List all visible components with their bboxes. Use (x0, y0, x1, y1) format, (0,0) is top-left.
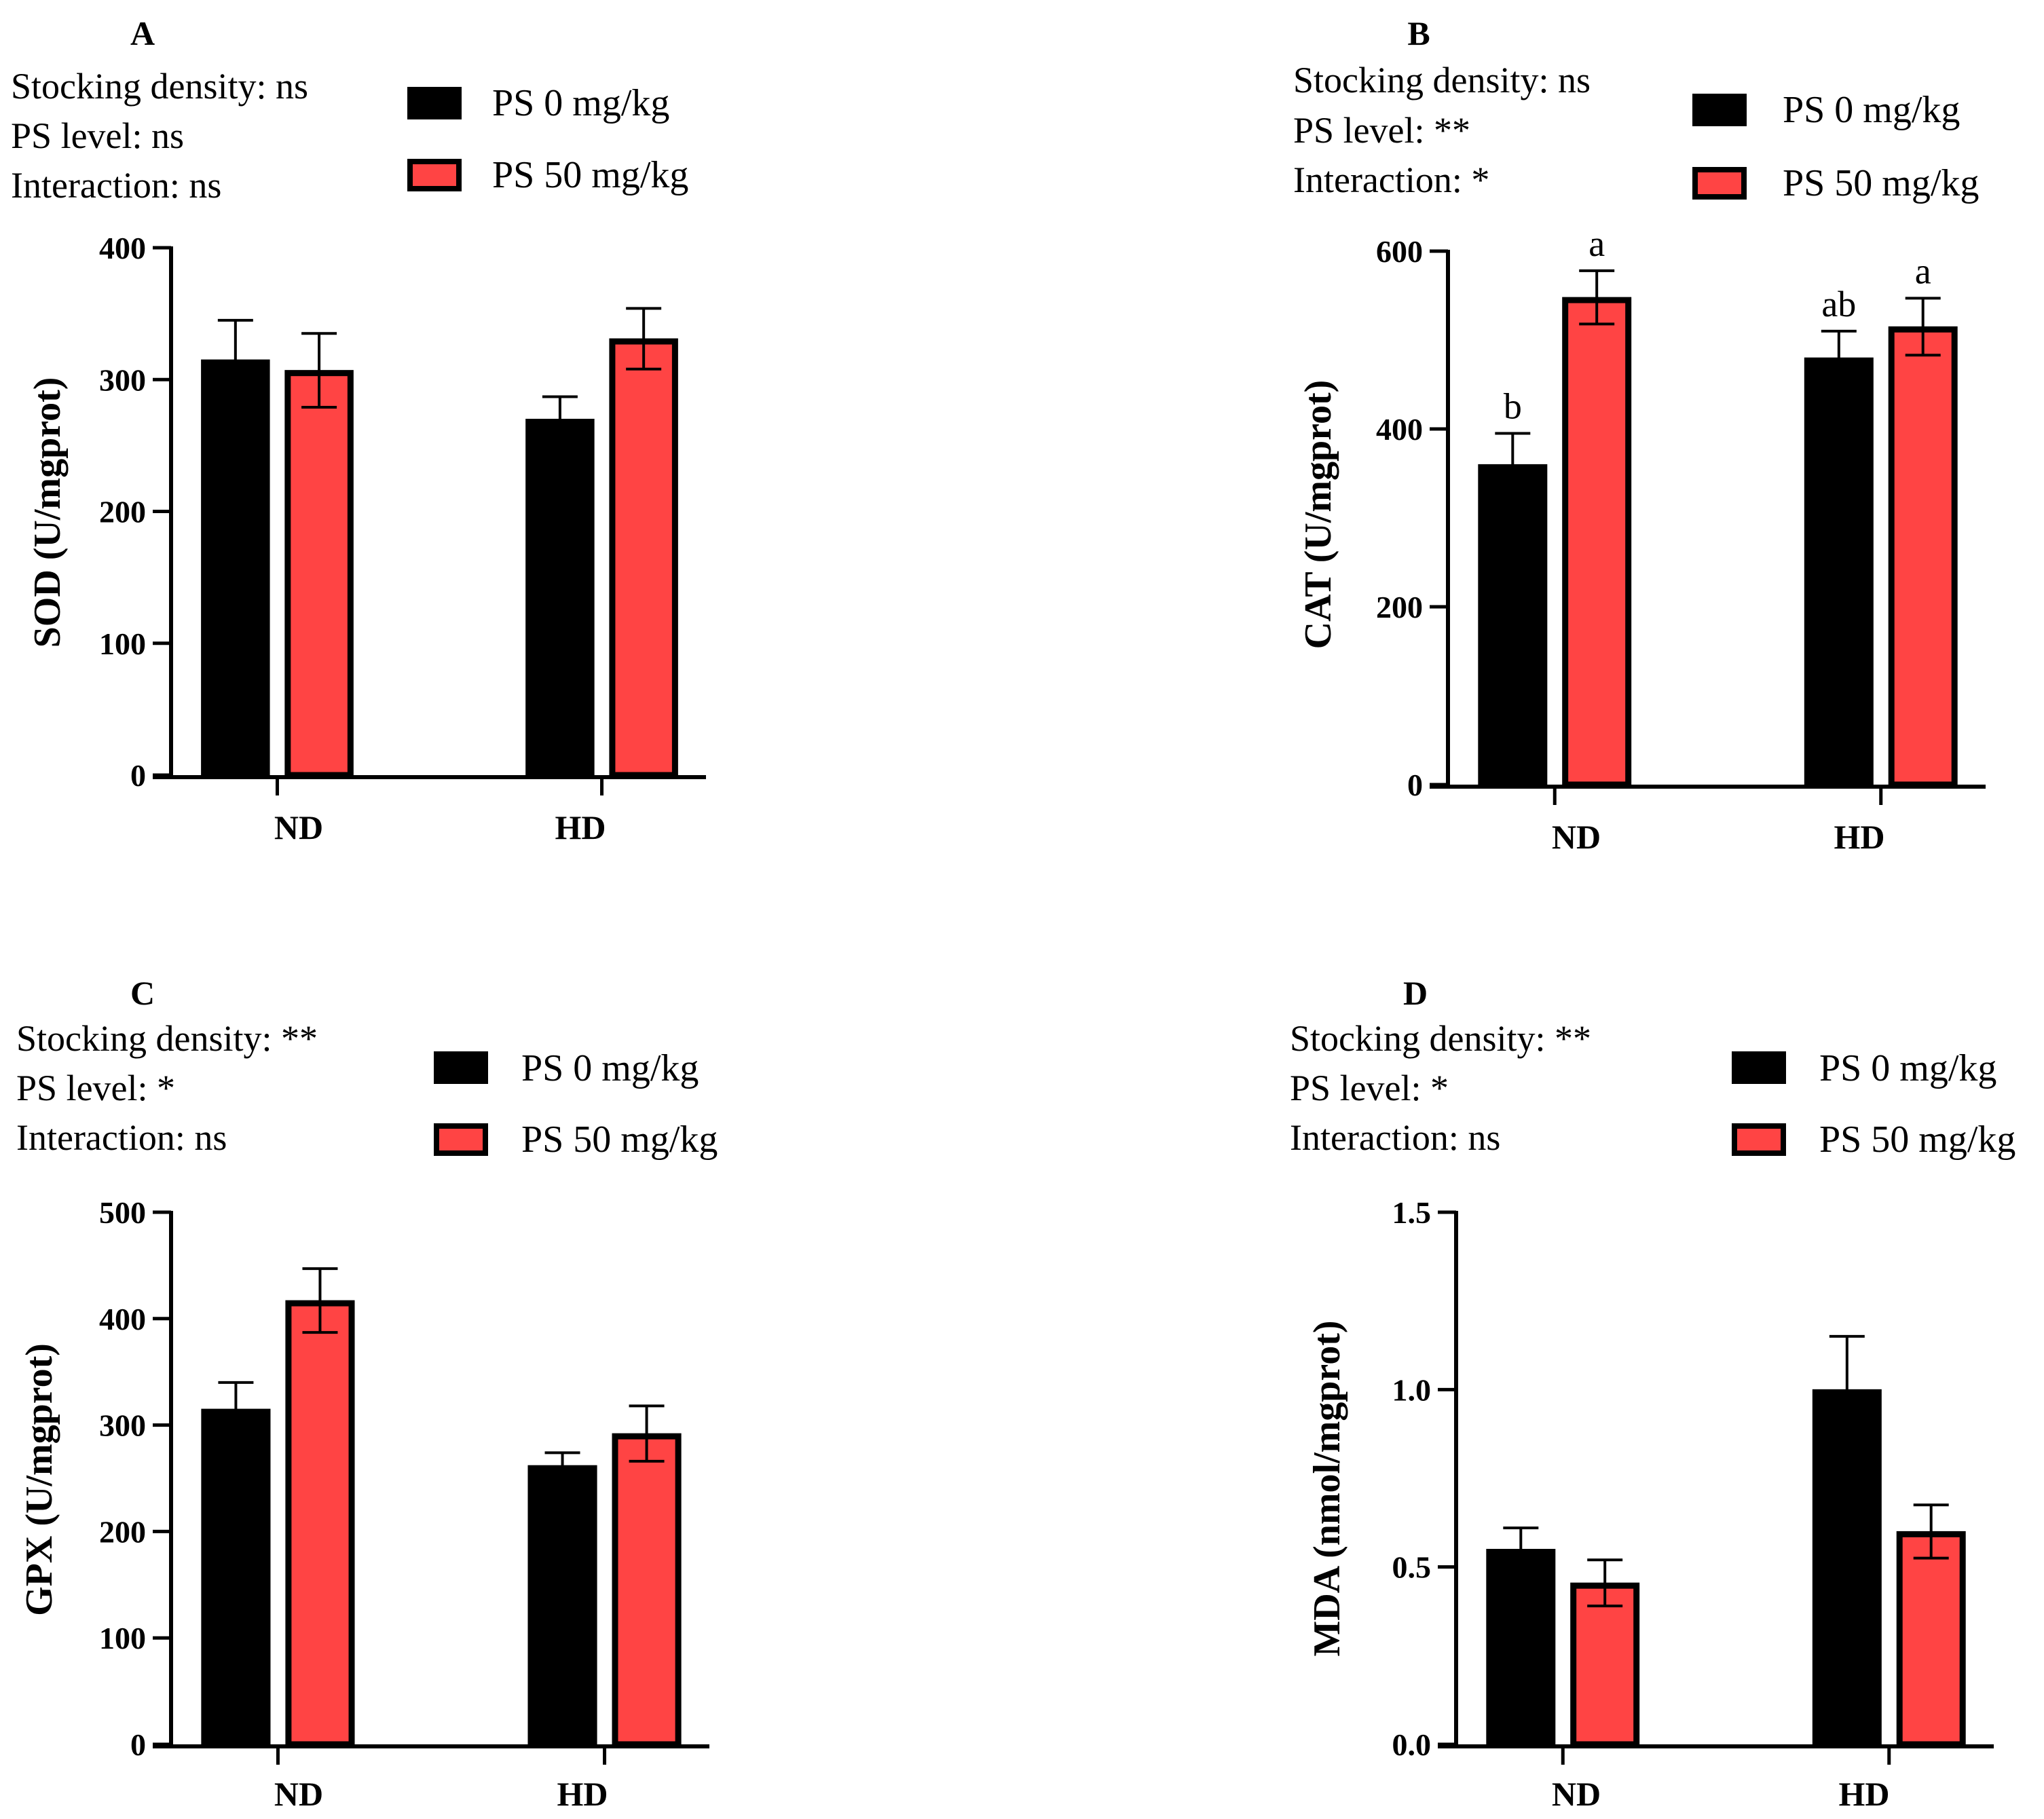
legend-label-ps0: PS 0 mg/kg (1783, 89, 1960, 131)
panel-letter: D (1403, 974, 1428, 1012)
y-tick-label: 100 (99, 626, 146, 661)
legend-swatch-ps50 (1692, 167, 1747, 200)
y-tick-label: 0.0 (1392, 1727, 1432, 1762)
panel-letter: B (1407, 14, 1430, 52)
bar (612, 1433, 682, 1748)
y-tick-label: 200 (99, 495, 146, 529)
legend-label-ps0: PS 0 mg/kg (492, 82, 669, 124)
bar (525, 419, 595, 779)
bar (201, 1408, 271, 1748)
y-tick-label: 400 (99, 1302, 146, 1336)
stats-interaction: Interaction: * (1293, 160, 1489, 200)
significance-letter: b (1504, 386, 1522, 427)
stats-ps-level: PS level: ** (1293, 110, 1470, 151)
significance-letter: ab (1821, 284, 1856, 324)
y-tick-label: 400 (99, 231, 146, 265)
significance-letter: a (1588, 223, 1605, 264)
bar (1478, 464, 1548, 788)
bar (1562, 297, 1632, 788)
x-category-label: ND (1552, 818, 1601, 856)
y-axis-label: MDA (nmol/mgprot) (1306, 1320, 1348, 1656)
bar (1486, 1549, 1556, 1748)
stats-stocking-density: Stocking density: ns (11, 66, 308, 107)
y-tick-label: 1.0 (1392, 1372, 1432, 1407)
panel-b: B Stocking density: ns PS level: ** Inte… (1293, 14, 1986, 856)
x-category-label: ND (274, 1775, 323, 1813)
stats-stocking-density: Stocking density: ns (1293, 60, 1591, 100)
panel-letter: A (130, 14, 155, 52)
stats-interaction: Interaction: ns (11, 165, 221, 206)
x-category-label: ND (274, 808, 323, 846)
legend-swatch-ps50 (1732, 1123, 1786, 1156)
y-tick-label: 0 (130, 758, 146, 793)
y-axis-label: GPX (U/mgprot) (18, 1343, 60, 1616)
bar (527, 1465, 597, 1748)
x-category-label: ND (1552, 1775, 1601, 1813)
y-tick-label: 100 (99, 1621, 146, 1655)
y-tick-label: 400 (1376, 412, 1423, 447)
legend-label-ps0: PS 0 mg/kg (1819, 1047, 1996, 1089)
legend-label-ps50: PS 50 mg/kg (1783, 162, 1979, 204)
legend-swatch-ps0 (1692, 94, 1747, 126)
bar (1896, 1531, 1966, 1748)
bar (1804, 357, 1874, 788)
stats-ps-level: PS level: ns (11, 115, 184, 156)
panel-a: A Stocking density: ns PS level: ns Inte… (11, 14, 706, 846)
bar (1570, 1582, 1640, 1748)
bar (285, 1300, 355, 1748)
y-tick-label: 300 (99, 1408, 146, 1443)
y-axis-label: CAT (U/mgprot) (1297, 380, 1339, 650)
legend-label-ps50: PS 50 mg/kg (521, 1119, 718, 1161)
y-tick-label: 300 (99, 362, 146, 397)
y-tick-label: 0 (130, 1727, 146, 1762)
legend-swatch-ps50 (407, 159, 462, 191)
plot-area: b ab a a 0 200 400 600 (1376, 223, 1986, 805)
bar (609, 338, 678, 779)
panel-c: C Stocking density: ** PS level: * Inter… (16, 974, 718, 1813)
y-tick-label: 200 (1376, 590, 1423, 624)
y-tick-label: 0 (1407, 768, 1423, 802)
bar (284, 370, 354, 779)
y-tick-label: 500 (99, 1195, 146, 1230)
x-category-label: HD (1834, 818, 1885, 856)
legend-swatch-ps0 (434, 1051, 488, 1084)
legend-label-ps0: PS 0 mg/kg (521, 1047, 699, 1089)
x-category-label: HD (557, 1775, 608, 1813)
panel-letter: C (130, 974, 155, 1012)
stats-ps-level: PS level: * (16, 1068, 175, 1108)
bar (1888, 326, 1958, 788)
legend-swatch-ps0 (407, 87, 462, 119)
stats-ps-level: PS level: * (1290, 1068, 1449, 1108)
y-tick-label: 1.5 (1392, 1195, 1432, 1230)
legend-swatch-ps0 (1732, 1051, 1786, 1084)
panel-d: D Stocking density: ** PS level: * Inter… (1290, 974, 2015, 1813)
y-tick-label: 0.5 (1392, 1550, 1432, 1585)
stats-stocking-density: Stocking density: ** (1290, 1018, 1591, 1059)
plot-area: 0 100 200 300 400 500 (99, 1195, 709, 1765)
bar (201, 359, 270, 779)
stats-interaction: Interaction: ns (1290, 1117, 1500, 1158)
stats-interaction: Interaction: ns (16, 1117, 227, 1158)
legend-swatch-ps50 (434, 1123, 488, 1156)
x-category-label: HD (555, 808, 606, 846)
y-tick-label: 200 (99, 1514, 146, 1549)
plot-area: 0.0 0.5 1.0 1.5 (1392, 1195, 1994, 1765)
significance-letter: a (1915, 250, 1931, 291)
x-category-label: HD (1839, 1775, 1890, 1813)
stats-stocking-density: Stocking density: ** (16, 1018, 318, 1059)
legend-label-ps50: PS 50 mg/kg (492, 154, 688, 196)
plot-area: 0 100 200 300 400 (99, 231, 706, 795)
legend-label-ps50: PS 50 mg/kg (1819, 1119, 2015, 1161)
y-tick-label: 600 (1376, 234, 1423, 269)
y-axis-label: SOD (U/mgprot) (26, 377, 69, 648)
bar (1812, 1389, 1882, 1748)
